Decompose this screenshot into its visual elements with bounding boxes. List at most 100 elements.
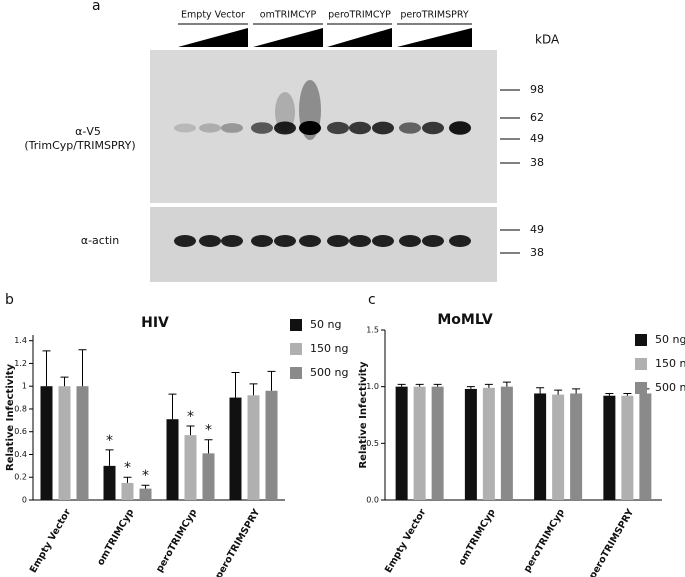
y-tick-label: 1	[22, 382, 27, 391]
bar	[103, 465, 116, 500]
band	[449, 121, 471, 135]
x-tick-label: peroTRIMCyp	[522, 507, 567, 574]
y-axis-label: Relative Infectivity	[358, 361, 369, 468]
significance: *	[124, 460, 131, 476]
error-bar	[123, 476, 132, 483]
y-tick-label: 0.2	[14, 473, 27, 482]
error-bar	[141, 484, 150, 489]
x-tick-label: Empty Vector	[383, 507, 429, 575]
error-bar	[105, 449, 114, 466]
dose-triangle	[327, 28, 392, 47]
band	[399, 122, 421, 134]
band	[349, 235, 371, 247]
bar	[166, 419, 179, 500]
error-bar	[267, 370, 276, 391]
legend-swatch	[635, 382, 647, 394]
bar	[395, 386, 408, 500]
error-bar	[204, 439, 213, 454]
error-bar	[415, 383, 424, 387]
error-bar	[466, 386, 475, 389]
error-bar	[186, 425, 195, 436]
error-bar	[572, 388, 581, 394]
panel-label: a	[92, 0, 101, 14]
bar	[265, 390, 278, 500]
legend-swatch	[290, 367, 302, 379]
legend-label: 500 ng	[310, 366, 348, 379]
legend-swatch	[635, 334, 647, 346]
lane-group: peroTRIMSPRY	[400, 10, 469, 21]
x-tick-label: peroTRIMCyp	[154, 507, 199, 574]
y-tick-label: 0.6	[14, 427, 27, 436]
bar	[76, 386, 89, 500]
legend-label: 150 ng	[655, 357, 685, 370]
y-tick-label: 1.4	[14, 336, 27, 345]
x-tick-label: peroTRIMSPRY	[587, 507, 636, 577]
band	[274, 121, 296, 135]
x-tick-label: Empty Vector	[28, 507, 74, 575]
band	[251, 235, 273, 247]
lane-group: peroTRIMCYP	[328, 10, 391, 21]
bar	[431, 386, 444, 500]
bar	[413, 386, 426, 500]
marker-size: 38	[530, 156, 544, 169]
bar	[639, 393, 652, 500]
y-axis-label: Relative Infectivity	[5, 364, 16, 471]
y-tick-label: 0.5	[366, 439, 379, 448]
bar	[500, 386, 513, 500]
error-bar	[60, 376, 69, 387]
x-tick-label: omTRIMCyp	[457, 507, 498, 567]
error-bar	[42, 350, 51, 387]
error-bar	[168, 393, 177, 420]
band	[199, 123, 221, 133]
legend-swatch	[290, 343, 302, 355]
bar	[58, 386, 71, 500]
bar	[184, 435, 197, 500]
y-tick-label: 0.8	[14, 404, 27, 413]
smear	[299, 80, 321, 140]
band	[422, 121, 444, 135]
dose-triangle	[178, 28, 248, 47]
dose-triangle	[397, 28, 472, 47]
bar	[552, 394, 565, 500]
significance: *	[187, 409, 194, 425]
error-bar	[605, 392, 614, 396]
y-tick-label: 1.0	[366, 382, 379, 391]
band	[299, 235, 321, 247]
bar	[121, 482, 134, 500]
significance: *	[142, 468, 149, 484]
lane-group: omTRIMCYP	[260, 10, 317, 21]
legend-label: 50 ng	[310, 318, 341, 331]
bar	[482, 387, 495, 500]
y-tick-label: 0.0	[366, 496, 379, 505]
bar	[40, 386, 53, 500]
error-bar	[502, 381, 511, 387]
band	[372, 121, 394, 135]
smear	[275, 92, 295, 132]
x-tick-label: omTRIMCyp	[95, 507, 136, 567]
band	[251, 122, 273, 134]
band	[327, 235, 349, 247]
band	[449, 235, 471, 247]
dose-triangle	[253, 28, 323, 47]
band	[221, 235, 243, 247]
bar	[202, 453, 215, 500]
band	[299, 121, 321, 135]
band	[221, 123, 243, 133]
legend-label: 50 ng	[655, 333, 685, 346]
error-bar	[554, 389, 563, 395]
chart-title: MoMLV	[437, 312, 492, 328]
bar	[229, 397, 242, 500]
band	[199, 235, 221, 247]
legend-swatch	[290, 319, 302, 331]
panel-label: b	[5, 292, 14, 308]
legend-swatch	[635, 358, 647, 370]
marker-size: 62	[530, 111, 544, 124]
error-bar	[231, 372, 240, 398]
bar	[247, 395, 260, 500]
marker-size: 98	[530, 83, 544, 96]
panel-label: c	[368, 292, 376, 308]
bar	[464, 388, 477, 500]
marker-size: 38	[530, 246, 544, 259]
legend-label: 500 ng	[655, 381, 685, 394]
